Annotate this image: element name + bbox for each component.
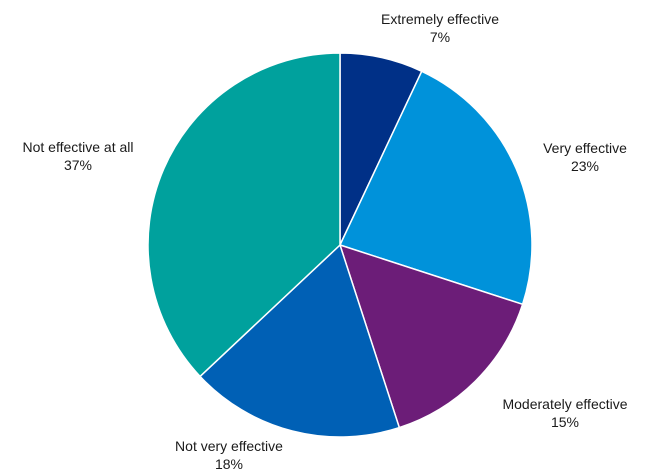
- slice-value-label: 7%: [430, 29, 450, 45]
- slice-category-label: Extremely effective: [381, 11, 499, 27]
- slice-category-label: Very effective: [543, 140, 627, 156]
- slice-value-label: 37%: [64, 157, 92, 173]
- pie-slice-not-effective-at-all: [147, 52, 341, 378]
- slice-value-label: 18%: [215, 456, 243, 472]
- slice-labels: Extremely effective 7% Very effective 23% Mo…: [22, 11, 627, 472]
- pie-slice-very-effective: [338, 70, 533, 306]
- slice-value-label: 23%: [571, 158, 599, 174]
- pie-slice-not-very-effective: [198, 243, 401, 438]
- slice-category-label: Moderately effective: [502, 396, 627, 412]
- slice-category-label: Not very effective: [175, 438, 283, 454]
- pie-slice-moderately-effective: [338, 243, 524, 429]
- slice-category-label: Not effective at all: [22, 139, 133, 155]
- slice-value-label: 15%: [551, 414, 579, 430]
- pie-slices: [147, 52, 533, 438]
